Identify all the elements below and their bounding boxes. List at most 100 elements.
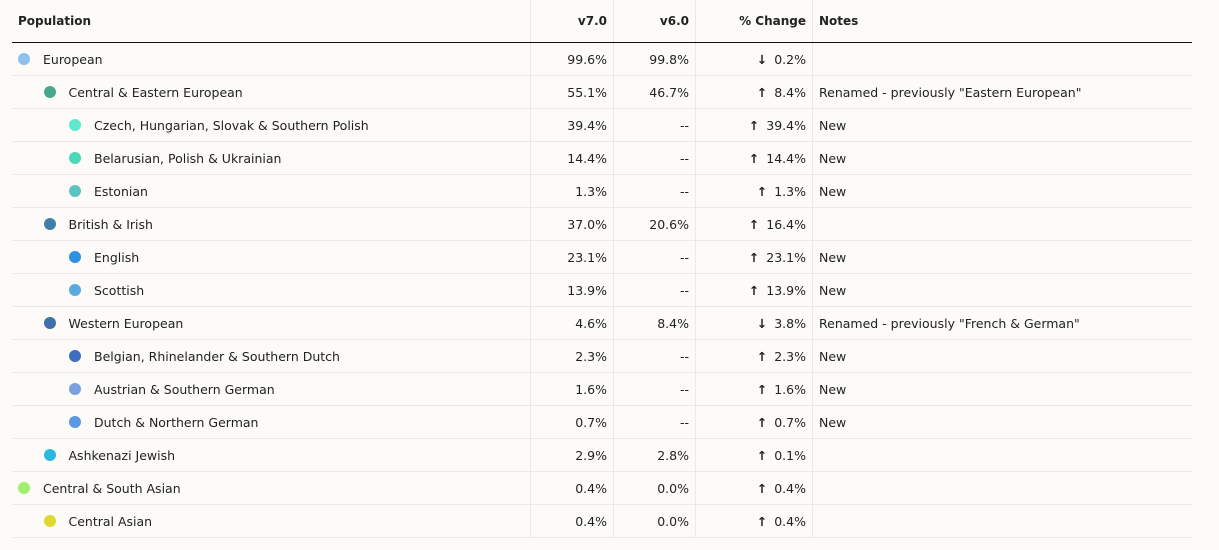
change-cell: ↑ 1.3%	[695, 175, 812, 207]
v7-value: 55.1%	[530, 76, 613, 108]
v7-value: 37.0%	[530, 208, 613, 240]
v7-value: 23.1%	[530, 241, 613, 273]
change-arrow: ↑	[756, 84, 768, 100]
v7-value: 2.3%	[530, 340, 613, 372]
notes-cell	[812, 43, 1192, 75]
notes-cell: New	[812, 340, 1192, 372]
notes-cell	[812, 439, 1192, 471]
v7-value: 2.9%	[530, 439, 613, 471]
change-value: 1.3%	[774, 183, 806, 199]
header-row: Population v7.0 v6.0 % Change Notes	[12, 0, 1192, 43]
header-cell: v6.0	[613, 0, 695, 42]
change-value: 14.4%	[766, 150, 806, 166]
table-row: Austrian & Southern German 1.6% -- ↑ 1.6% New	[12, 373, 1192, 406]
v7-value: 0.4%	[530, 472, 613, 504]
table-row: Czech, Hungarian, Slovak & Southern Poli…	[12, 109, 1192, 142]
population-cell: Dutch & Northern German	[12, 406, 530, 438]
v6-value: 8.4%	[613, 307, 695, 339]
population-name: British & Irish	[68, 216, 153, 232]
change-arrow: ↑	[756, 447, 768, 463]
change-cell: ↑ 0.4%	[695, 505, 812, 537]
change-value: 1.6%	[774, 381, 806, 397]
v6-value: 0.0%	[613, 472, 695, 504]
change-value: 0.4%	[774, 513, 806, 529]
population-name: Central Asian	[68, 513, 153, 529]
color-dot	[43, 317, 56, 329]
change-arrow: ↑	[756, 348, 768, 364]
population-name: Central & Eastern European	[68, 84, 243, 100]
v6-value: 0.0%	[613, 505, 695, 537]
population-cell: British & Irish	[12, 208, 530, 240]
population-name: European	[43, 51, 103, 67]
population-cell: Central & Eastern European	[12, 76, 530, 108]
change-value: 2.3%	[774, 348, 806, 364]
change-arrow: ↑	[756, 513, 768, 529]
change-value: 0.1%	[774, 447, 806, 463]
notes-cell	[812, 505, 1192, 537]
notes-cell: Renamed - previously "French & German"	[812, 307, 1192, 339]
population-name: Czech, Hungarian, Slovak & Southern Poli…	[94, 117, 369, 133]
change-value: 13.9%	[766, 282, 806, 298]
note-text: Renamed - previously "Eastern European"	[819, 84, 1082, 100]
table-row: Belgian, Rhinelander & Southern Dutch 2.3…	[12, 340, 1192, 373]
v6-value: 46.7%	[613, 76, 695, 108]
color-dot	[69, 152, 81, 164]
v6-value: --	[613, 142, 695, 174]
change-cell: ↓ 3.8%	[695, 307, 812, 339]
change-value: 8.4%	[774, 84, 806, 100]
v7-value: 39.4%	[530, 109, 613, 141]
change-value: 3.8%	[774, 315, 806, 331]
v7-value: 4.6%	[530, 307, 613, 339]
notes-cell: Renamed - previously "Eastern European"	[812, 76, 1192, 108]
population-cell: Belgian, Rhinelander & Southern Dutch	[12, 340, 530, 372]
notes-cell: New	[812, 241, 1192, 273]
change-value: 0.7%	[774, 414, 806, 430]
notes-cell: New	[812, 274, 1192, 306]
table-row: Scottish 13.9% -- ↑ 13.9% New	[12, 274, 1192, 307]
table-row: Estonian 1.3% -- ↑ 1.3% New	[12, 175, 1192, 208]
color-dot	[69, 284, 81, 296]
change-cell: ↑ 8.4%	[695, 76, 812, 108]
change-value: 23.1%	[766, 249, 806, 265]
change-cell: ↑ 13.9%	[695, 274, 812, 306]
change-cell: ↑ 0.4%	[695, 472, 812, 504]
note-text: New	[819, 282, 847, 298]
header-cell: % Change	[695, 0, 812, 42]
v6-value: --	[613, 340, 695, 372]
color-dot	[69, 251, 81, 263]
change-arrow: ↑	[748, 150, 760, 166]
notes-cell	[812, 208, 1192, 240]
color-dot	[69, 185, 81, 197]
population-cell: Central Asian	[12, 505, 530, 537]
change-cell: ↑ 0.1%	[695, 439, 812, 471]
v6-value: --	[613, 406, 695, 438]
population-cell: European	[12, 43, 530, 75]
v7-value: 0.7%	[530, 406, 613, 438]
change-cell: ↑ 16.4%	[695, 208, 812, 240]
population-name: Ashkenazi Jewish	[68, 447, 176, 463]
table-row: Ashkenazi Jewish 2.9% 2.8% ↑ 0.1%	[12, 439, 1192, 472]
v7-value: 0.4%	[530, 505, 613, 537]
population-cell: Western European	[12, 307, 530, 339]
change-cell: ↑ 23.1%	[695, 241, 812, 273]
note-text: New	[819, 249, 847, 265]
color-dot	[43, 218, 56, 230]
change-arrow: ↑	[748, 249, 760, 265]
color-dot	[43, 515, 56, 527]
v7-value: 1.3%	[530, 175, 613, 207]
table-row: English 23.1% -- ↑ 23.1% New	[12, 241, 1192, 274]
color-dot	[69, 383, 81, 395]
table-row: British & Irish 37.0% 20.6% ↑ 16.4%	[12, 208, 1192, 241]
v6-value: --	[613, 274, 695, 306]
header-cell: Population	[18, 14, 92, 28]
change-cell: ↑ 0.7%	[695, 406, 812, 438]
v6-value: --	[613, 373, 695, 405]
notes-cell: New	[812, 142, 1192, 174]
notes-cell: New	[812, 109, 1192, 141]
change-arrow: ↓	[756, 51, 768, 67]
change-arrow: ↑	[748, 117, 760, 133]
color-dot	[69, 119, 81, 131]
change-cell: ↑ 14.4%	[695, 142, 812, 174]
v7-value: 99.6%	[530, 43, 613, 75]
